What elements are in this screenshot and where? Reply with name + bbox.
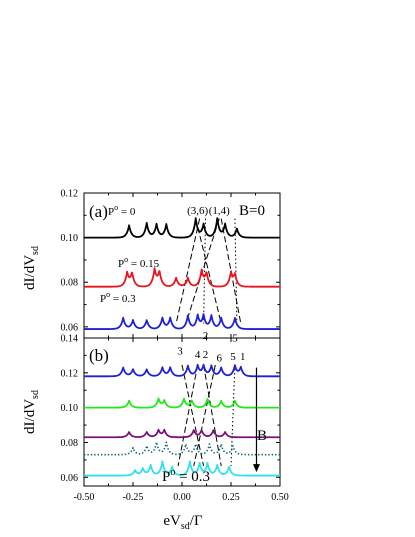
series-label-p0: Po = 0: [108, 203, 136, 218]
x-tick-label: 0.00: [173, 492, 191, 503]
peak-label: 5: [230, 351, 236, 363]
series-line-b-3: [83, 441, 281, 456]
peak-label: (3,6): [187, 205, 208, 217]
y-tick-label: 0.10: [61, 233, 79, 244]
x-tick-label: 0.50: [271, 492, 289, 503]
x-tick-label: 0.25: [222, 492, 240, 503]
panel-b-x-ticks: -0.50 -0.25 0.00 0.25 0.50: [74, 338, 289, 503]
y-tick-label: 0.14: [61, 334, 79, 345]
panel-b-bottom-label: Po = 0.3: [162, 467, 210, 485]
series-line-a-2: [83, 313, 281, 330]
y-tick-label: 0.12: [61, 368, 79, 379]
peak-label: 2: [203, 349, 209, 361]
guide-line-dashed: [175, 218, 201, 324]
arrow-head: [252, 464, 260, 473]
series-line-b-4: [83, 460, 281, 477]
peak-label: 3: [177, 346, 183, 358]
panel-b-frame: [83, 337, 281, 487]
guide-line-dashed: [203, 364, 222, 467]
guide-line-dotted: [234, 218, 238, 324]
guide-line-dashed: [181, 364, 205, 467]
panel-b: 0.06 0.08 0.10 0.12 0.14 -0.50 -0.25 0.00 0.25 0…: [22, 334, 289, 533]
series-line-b-0: [83, 363, 281, 378]
guide-line-dashed: [177, 364, 199, 467]
panel-a-series: [83, 217, 281, 330]
panel-b-y-axis-label: dI/dVsd: [22, 390, 41, 434]
peak-label: 4: [195, 349, 201, 361]
peak-label: (1,4): [209, 205, 230, 217]
x-axis-label: eVsd/Γ: [163, 513, 203, 532]
series-label-p015: Po = 0.15: [118, 255, 160, 270]
guide-line-dotted: [203, 218, 207, 324]
panel-b-series: [83, 363, 281, 477]
peak-label: 1: [240, 351, 246, 363]
y-tick-label: 0.12: [61, 189, 79, 200]
peak-label: 2: [203, 330, 209, 342]
guide-line-dotted: [230, 364, 236, 466]
peak-label: 6: [216, 353, 222, 365]
panel-a: 0.060.080.100.12 (3,6) (1,4)2 5 (a) B=0 Po…: [22, 189, 281, 344]
series-line-b-1: [83, 397, 281, 409]
series-label-p03: Po = 0.3: [100, 290, 136, 305]
panel-a-label: (a): [89, 202, 108, 221]
x-tick-label: -0.25: [123, 492, 144, 503]
y-tick-label: 0.08: [61, 278, 79, 289]
panel-b-label: (b): [89, 346, 109, 365]
y-tick-label: 0.10: [61, 403, 79, 414]
series-line-a-0: [83, 217, 281, 239]
b-field-arrow: [252, 367, 260, 473]
panel-a-y-axis-label: dI/dVsd: [22, 246, 41, 290]
series-line-a-1: [83, 267, 281, 288]
y-tick-label: 0.06: [61, 322, 79, 333]
y-tick-label: 0.08: [61, 438, 79, 449]
y-tick-label: 0.06: [61, 473, 79, 484]
panel-b-annotation: B: [257, 428, 267, 444]
series-line-b-2: [83, 428, 281, 439]
panel-a-annotation: B=0: [239, 203, 265, 219]
x-tick-label: -0.50: [74, 492, 95, 503]
